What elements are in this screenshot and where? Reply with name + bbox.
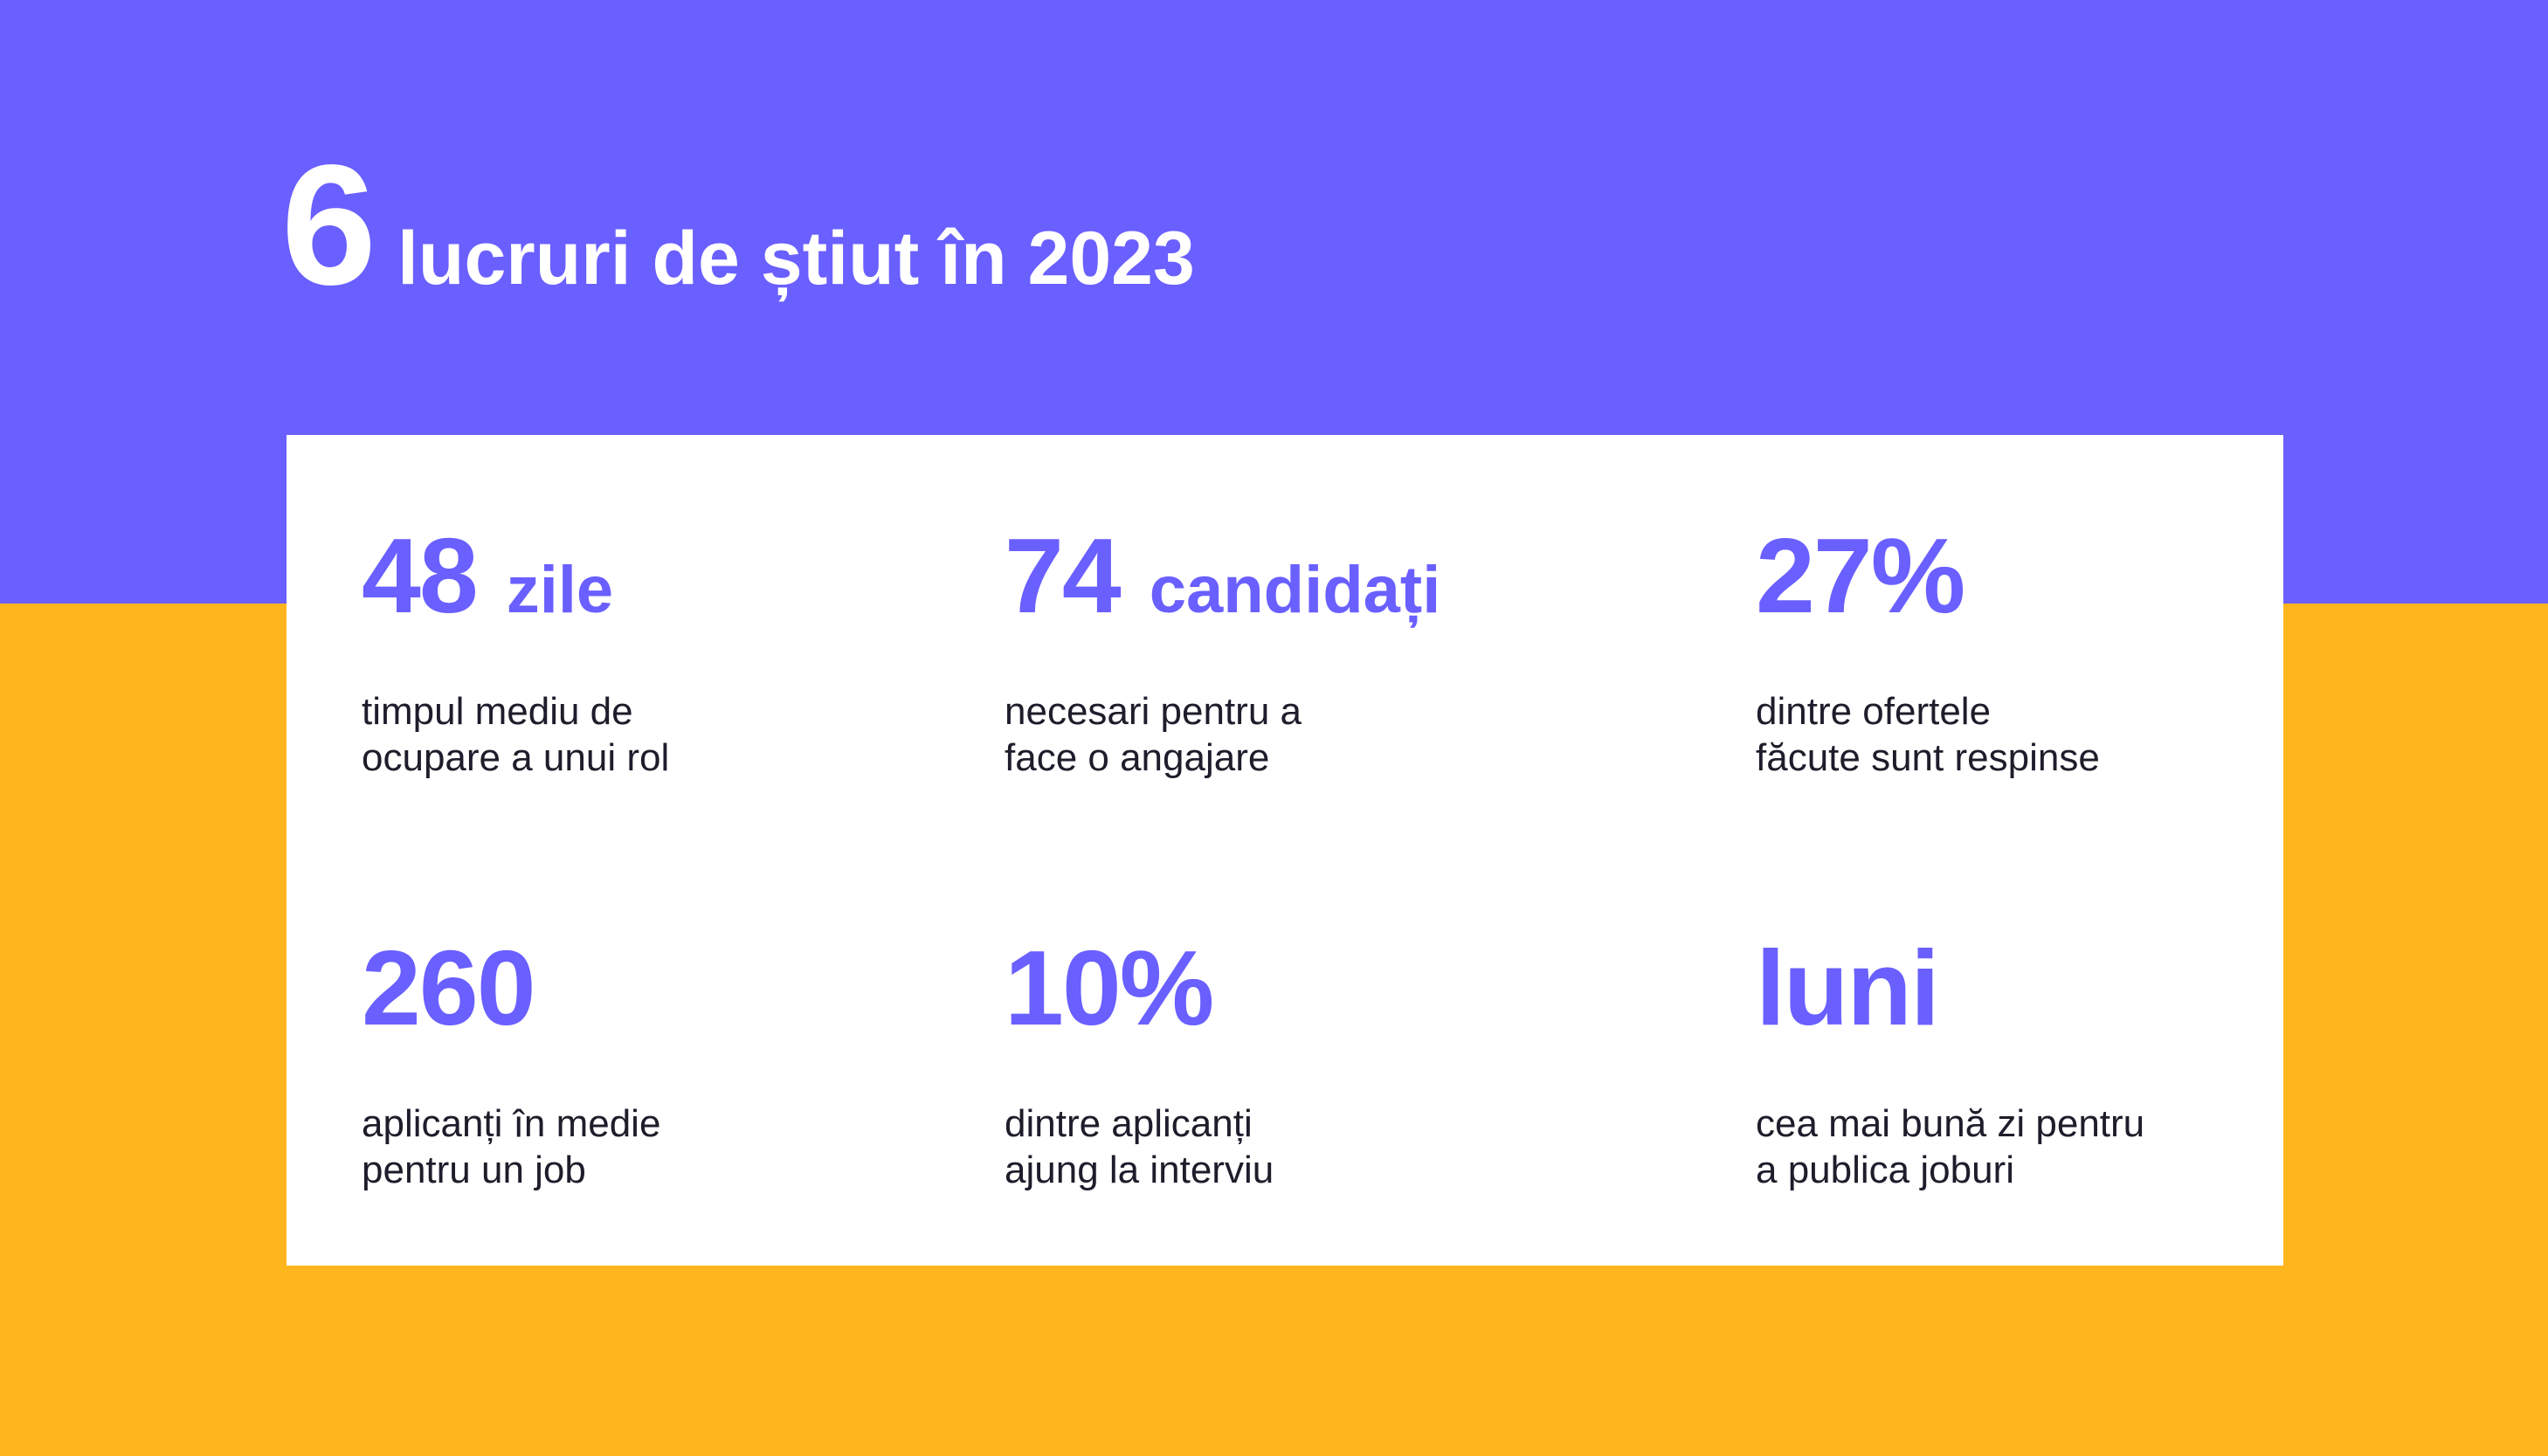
stat-description: necesari pentru a face o angajare xyxy=(1005,688,1440,781)
stats-card: 48 zile timpul mediu de ocupare a unui r… xyxy=(287,435,2283,1266)
stat-value: 27% xyxy=(1756,516,1965,635)
stat-headline: 48 zile xyxy=(362,522,669,636)
stat-item: 10% dintre aplicanți ajung la interviu xyxy=(1005,935,1274,1193)
stat-item: 74 candidați necesari pentru a face o an… xyxy=(1005,522,1440,781)
stat-description-line: ocupare a unui rol xyxy=(362,736,670,779)
stat-unit: zile xyxy=(506,553,614,627)
stat-description-line: făcute sunt respinse xyxy=(1756,736,2100,779)
stat-description: dintre ofertele făcute sunt respinse xyxy=(1756,688,2100,781)
title-text: lucruri de știut în 2023 xyxy=(397,217,1195,300)
stat-description-line: necesari pentru a xyxy=(1005,690,1302,733)
stat-description-line: face o angajare xyxy=(1005,736,1270,779)
stat-value: luni xyxy=(1756,928,1940,1047)
stat-description-line: timpul mediu de xyxy=(362,690,633,733)
page-title: 6 lucruri de știut în 2023 xyxy=(281,140,1195,314)
stat-value: 10% xyxy=(1005,928,1214,1047)
stat-headline: 260 xyxy=(362,935,660,1048)
stat-description: dintre aplicanți ajung la interviu xyxy=(1005,1101,1274,1193)
stat-description-line: a publica joburi xyxy=(1756,1149,2014,1191)
title-number: 6 xyxy=(281,129,376,321)
stat-headline: luni xyxy=(1756,935,2144,1048)
stat-description: aplicanți în medie pentru un job xyxy=(362,1101,660,1193)
stat-headline: 27% xyxy=(1756,522,2100,636)
stat-item: 27% dintre ofertele făcute sunt respinse xyxy=(1756,522,2100,781)
stat-description-line: cea mai bună zi pentru xyxy=(1756,1102,2145,1145)
stat-headline: 74 candidați xyxy=(1005,522,1440,636)
stat-description: timpul mediu de ocupare a unui rol xyxy=(362,688,669,781)
stat-description-line: ajung la interviu xyxy=(1005,1149,1274,1191)
stat-unit: candidați xyxy=(1149,553,1441,627)
stat-description-line: pentru un job xyxy=(362,1149,586,1191)
stat-description-line: dintre ofertele xyxy=(1756,690,1992,733)
stat-item: luni cea mai bună zi pentru a publica jo… xyxy=(1756,935,2144,1193)
stat-description: cea mai bună zi pentru a publica joburi xyxy=(1756,1101,2144,1193)
stat-value: 260 xyxy=(362,928,536,1047)
stat-item: 48 zile timpul mediu de ocupare a unui r… xyxy=(362,522,669,781)
stat-value: 48 xyxy=(362,516,479,635)
stat-item: 260 aplicanți în medie pentru un job xyxy=(362,935,660,1193)
stat-headline: 10% xyxy=(1005,935,1274,1048)
stat-description-line: dintre aplicanți xyxy=(1005,1102,1253,1145)
stat-description-line: aplicanți în medie xyxy=(362,1102,661,1145)
stat-value: 74 xyxy=(1005,516,1122,635)
